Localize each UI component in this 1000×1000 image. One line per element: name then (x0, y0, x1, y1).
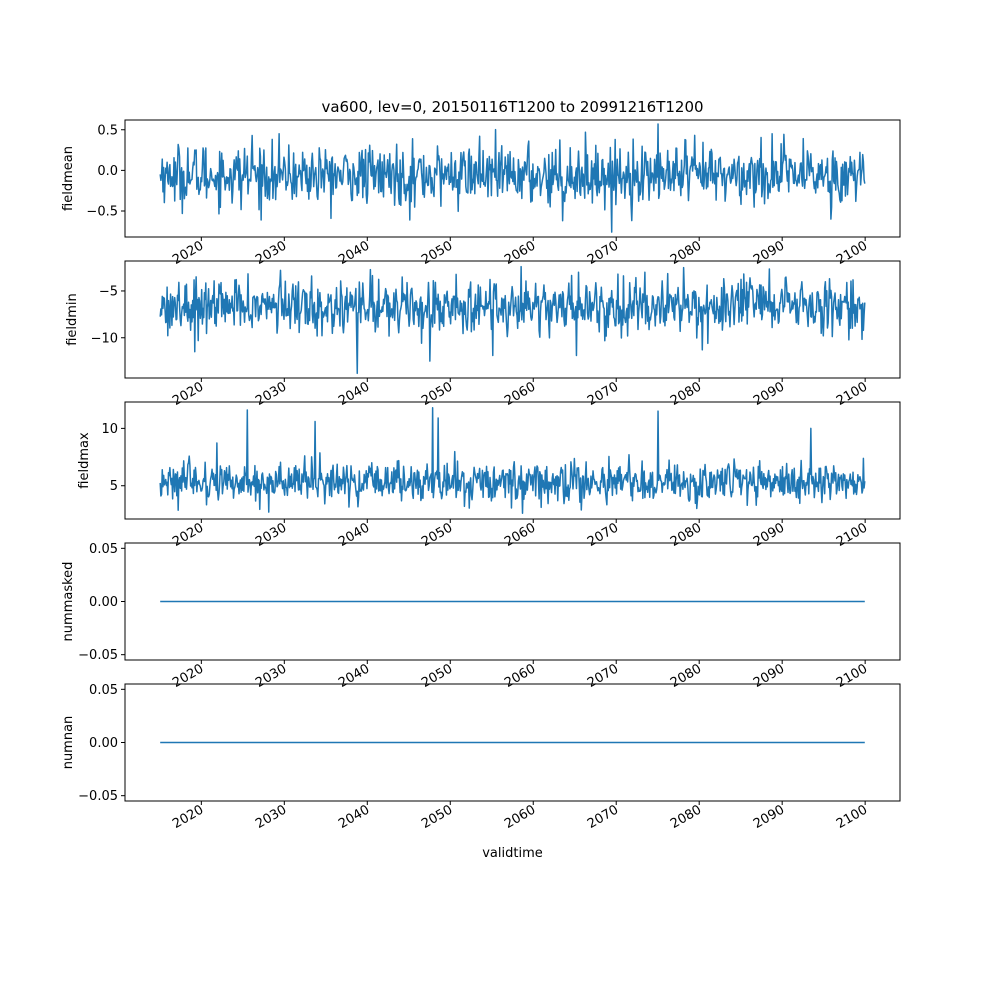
y-tick-label: 5 (110, 479, 118, 494)
y-axis-label: fieldmin (65, 293, 80, 346)
y-tick-label: −0.05 (78, 789, 118, 804)
series-line-fieldmin (159, 265, 866, 375)
y-tick-label: −10 (91, 331, 118, 346)
y-tick-label: −0.5 (86, 205, 118, 220)
axes-frame-fieldmax (124, 401, 901, 520)
y-tick-label: 10 (101, 422, 118, 437)
y-axis-label: numnan (61, 716, 76, 770)
y-tick-label: 0.0 (97, 164, 118, 179)
axes-frame-fieldmin (124, 260, 901, 379)
y-axis-label: fieldmean (61, 146, 76, 211)
series-line-fieldmean (159, 123, 866, 233)
y-tick-label: 0.05 (89, 542, 118, 557)
y-tick-label: 0.5 (97, 123, 118, 138)
y-axis-label: nummasked (61, 562, 76, 642)
y-tick-label: 0.05 (89, 683, 118, 698)
y-tick-label: 0.00 (89, 736, 118, 751)
figure-title: va600, lev=0, 20150116T1200 to 20991216T… (321, 98, 703, 116)
y-tick-label: −0.05 (78, 648, 118, 663)
x-axis-label: validtime (482, 846, 543, 861)
y-axis-label: fieldmax (77, 432, 92, 489)
series-line-fieldmax (159, 406, 866, 515)
axes-frame-fieldmean (124, 119, 901, 238)
y-tick-label: −5 (99, 284, 118, 299)
y-tick-label: 0.00 (89, 595, 118, 610)
